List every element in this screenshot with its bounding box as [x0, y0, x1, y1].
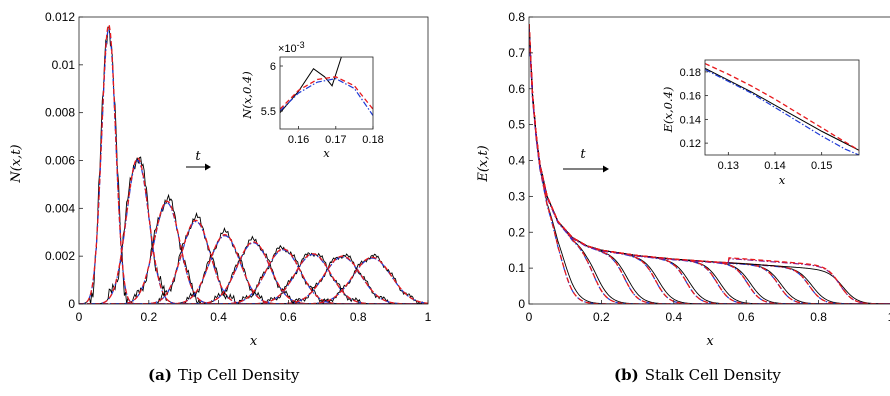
inset-continuum-a-line	[280, 76, 373, 110]
inset-stochastic-line	[280, 57, 342, 114]
x-tick-label: 0.13	[718, 160, 739, 172]
caption-a-text: Tip Cell Density	[177, 366, 300, 384]
y-tick-label: 0.12	[680, 138, 701, 150]
inset-plot-area	[280, 57, 373, 116]
time-arrow-head	[205, 163, 211, 171]
inset-y-axis-label: N(x,0.4)	[240, 71, 254, 119]
inset-frame	[704, 59, 860, 156]
inset-y-axis-label: E(x,0.4)	[661, 87, 675, 134]
caption-b: (b) Stalk Cell Density	[614, 366, 781, 384]
x-tick-label: 0.14	[764, 160, 785, 172]
x-tick-label: 1	[888, 310, 890, 324]
time-arrow-label: t	[195, 149, 201, 164]
y-tick-label: 0.5	[508, 118, 525, 132]
y-tick-label: 0.008	[45, 106, 75, 120]
series-continuum-a-line	[529, 24, 890, 304]
y-tick-label: 0.006	[45, 154, 75, 168]
series-stochastic-line	[529, 24, 890, 304]
x-tick-label: 0.17	[325, 134, 346, 146]
y-tick-label: 0.18	[680, 67, 701, 79]
x-tick-label: 0.16	[288, 134, 309, 146]
series-stochastic-line	[79, 193, 428, 304]
series-continuum-b-line	[79, 242, 428, 304]
series-stochastic-line	[79, 253, 428, 304]
series-continuum-a-line	[529, 25, 890, 304]
x-tick-label: 0.8	[810, 310, 827, 324]
inset-stochastic-line	[705, 67, 859, 151]
series-stochastic-line	[79, 156, 428, 304]
x-tick-label: 0.6	[738, 310, 755, 324]
y-tick-label: 5.5	[261, 106, 276, 118]
x-tick-label: 0.8	[350, 310, 367, 324]
series-continuum-a-line	[79, 157, 428, 304]
series-continuum-b-line	[529, 26, 890, 304]
series-continuum-b-line	[79, 202, 428, 304]
series-continuum-b-line	[79, 256, 428, 304]
x-tick-label: 0.4	[210, 310, 227, 324]
inset-continuum-a-line	[705, 62, 859, 151]
x-tick-label: 0.18	[362, 134, 383, 146]
y-tick-label: 0.4	[508, 154, 525, 168]
y-tick-label: 0.004	[45, 201, 75, 215]
y-axis-label: E(x,t)	[476, 145, 491, 182]
caption-b-label: (b)	[614, 366, 639, 384]
chart-stalk-cell-density: 0 0.1 0.2 0.3 0.4 0.5 0.6 0.7 0.8 0 0.2 0.4 0.6 0.8 1 x…	[476, 10, 890, 349]
series-continuum-a-line	[79, 248, 428, 304]
inset-x-axis-label: x	[323, 146, 330, 160]
y-tick-label: 0.002	[45, 249, 75, 263]
series-stochastic-line	[79, 235, 428, 304]
inset-continuum-b-line	[705, 68, 859, 155]
time-arrow-head	[603, 165, 609, 173]
x-tick-label: 0.2	[140, 310, 157, 324]
x-tick-label: 0.2	[593, 310, 610, 324]
series-continuum-b-line	[529, 26, 890, 304]
series-stochastic-line	[79, 253, 428, 304]
series-continuum-a-line	[79, 24, 428, 304]
inset-frame	[279, 56, 374, 130]
y-tick-label: 0.6	[508, 82, 525, 96]
series-continuum-a-line	[79, 241, 428, 304]
x-tick-label: 1	[425, 310, 432, 324]
y-tick-label: 0.01	[52, 58, 76, 72]
series-continuum-b-line	[79, 159, 428, 304]
series-stochastic-line	[79, 26, 428, 304]
time-arrow-label: t	[580, 147, 586, 162]
y-tick-label: 0.7	[508, 46, 525, 60]
y-axis-label: N(x,t)	[9, 144, 24, 183]
y-tick-label: 0.1	[508, 261, 525, 275]
y-tick-label: 0.2	[508, 225, 525, 239]
y-tick-label: 0.16	[680, 91, 701, 103]
y-tick-label: 0	[68, 297, 75, 311]
series-continuum-a-line	[79, 200, 428, 304]
plot-frame	[78, 16, 429, 305]
x-tick-label: 0	[76, 310, 83, 324]
y-tick-label: 0	[518, 297, 525, 311]
series-continuum-b-line	[79, 28, 428, 304]
inset-exponent: ×10-3	[278, 40, 305, 55]
caption-a-label: (a)	[148, 366, 172, 384]
inset-continuum-b-line	[280, 77, 373, 116]
plot-area	[79, 24, 428, 304]
y-tick-label: 0.3	[508, 189, 525, 203]
y-tick-label: 0.012	[45, 10, 75, 24]
inset-exponent-power: -3	[297, 40, 305, 50]
caption-a: (a) Tip Cell Density	[148, 366, 299, 384]
x-tick-label: 0	[526, 310, 533, 324]
x-axis-label: x	[706, 334, 714, 349]
series-stochastic-line	[79, 227, 428, 304]
caption-b-text: Stalk Cell Density	[644, 366, 781, 384]
y-tick-label: 0.14	[680, 114, 701, 126]
chart-tip-cell-density: 0 0.002 0.004 0.006 0.008 0.01 0.012 0 0.2 0.4 0.6…	[9, 10, 432, 349]
inset-x-axis-label: x	[779, 173, 786, 187]
x-tick-label: 0.6	[280, 310, 297, 324]
inset-background	[280, 57, 373, 129]
inset-plot-area	[705, 62, 859, 155]
x-tick-label: 0.15	[811, 160, 832, 172]
x-axis-label: x	[250, 334, 258, 349]
series-stochastic-line	[529, 25, 890, 304]
x-tick-label: 0.4	[665, 310, 682, 324]
y-tick-label: 0.8	[508, 10, 525, 24]
y-tick-label: 6	[270, 61, 276, 73]
